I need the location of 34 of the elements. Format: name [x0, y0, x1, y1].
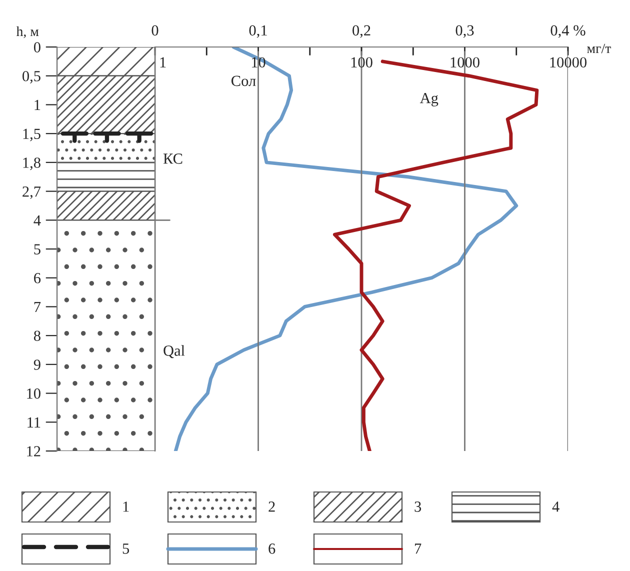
y-tick-label: 8	[34, 330, 40, 342]
y-tick-label: 1,5	[23, 128, 40, 142]
y-tick-label: 6	[34, 273, 41, 284]
x-tick-label: 1	[160, 57, 166, 68]
y-tick-label: 7	[34, 302, 41, 312]
x2-tick-label: 0,3	[456, 25, 474, 38]
text: 2	[268, 502, 275, 512]
text: 1	[123, 502, 129, 512]
y-tick-label: 2,7	[22, 186, 41, 199]
series-label: Сол	[231, 76, 256, 86]
y-tick-label: 0	[34, 42, 40, 52]
annotation: КС	[163, 154, 182, 164]
x2-tick-label: 0,1	[249, 25, 267, 38]
y-tick-label: 10	[27, 388, 40, 399]
y-tick-label: 9	[34, 360, 40, 370]
y-tick-label: 1,8	[23, 158, 40, 170]
y-tick-label: 11	[28, 417, 40, 428]
text: 7	[415, 544, 422, 554]
x2-tick-label: 0,2	[352, 25, 370, 38]
annotation: Qal	[164, 345, 185, 358]
y-tick-label: 1	[34, 100, 40, 110]
text: 5	[122, 544, 130, 554]
x-axis-title: мг/т	[587, 44, 611, 54]
text: 3	[414, 502, 422, 512]
y-tick-label: 0,5	[22, 71, 40, 84]
y-tick-label: 12	[27, 446, 40, 456]
text: 6	[268, 544, 276, 554]
series-label: Ag	[420, 92, 438, 106]
x2-tick-label: 0	[152, 25, 158, 36]
x2-tick-label: 0,4 %	[550, 25, 586, 38]
y-tick-label: 4	[34, 215, 41, 226]
y-axis-title: h, м	[16, 26, 39, 38]
text: 4	[552, 502, 560, 512]
y-tick-label: 5	[34, 244, 40, 254]
